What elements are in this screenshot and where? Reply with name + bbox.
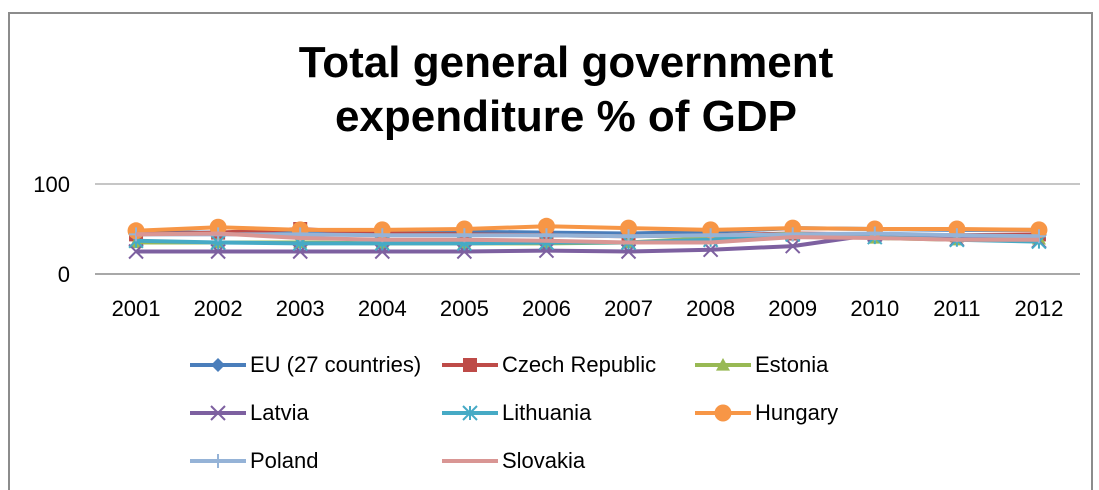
data-point-hungary [209, 218, 227, 236]
series-line-hungary [135, 224, 1039, 233]
legend-swatch-marker-shape [463, 358, 477, 372]
x-tick-label: 2012 [1014, 296, 1063, 321]
legend-label: Czech Republic [502, 352, 657, 377]
x-tick-label: 2004 [358, 296, 407, 321]
data-point-latvia-shape [128, 243, 144, 260]
legend-swatch [190, 405, 246, 421]
data-point-poland-shape [703, 228, 718, 243]
data-point-hungary [620, 219, 638, 237]
legend-swatch [695, 358, 751, 371]
legend-swatch [442, 405, 498, 421]
data-point-hungary [537, 217, 555, 235]
x-tick-label: 2009 [768, 296, 817, 321]
data-point-poland [1031, 229, 1046, 244]
legend-swatch [695, 404, 751, 422]
data-point-latvia [785, 238, 801, 254]
data-point-latvia [128, 243, 144, 260]
series-line-slovakia [136, 231, 1039, 245]
legend-label: Slovakia [502, 448, 586, 473]
legend-swatch-marker [716, 358, 730, 371]
x-tick-label: 2006 [522, 296, 571, 321]
legend-swatch-marker-shape [716, 358, 730, 371]
data-point-hungary-shape [537, 217, 555, 235]
legend-swatch [190, 358, 246, 372]
legend-swatch-marker [462, 405, 478, 421]
legend-swatch [442, 358, 498, 372]
legend-label: Hungary [755, 400, 839, 425]
data-point-poland-shape [1031, 229, 1046, 244]
legend-label: Latvia [250, 400, 309, 425]
x-tick-label: 2005 [440, 296, 489, 321]
data-point-hungary-shape [620, 219, 638, 237]
x-tick-label: 2008 [686, 296, 735, 321]
legend-swatch [190, 454, 246, 468]
x-tick-label: 2011 [933, 296, 980, 321]
data-point-poland [703, 228, 718, 243]
legend-swatch-marker [714, 404, 732, 422]
x-tick-label: 2002 [194, 296, 243, 321]
legend-swatch-marker-shape [210, 405, 226, 421]
legend-label: Lithuania [502, 400, 592, 425]
chart-title: Total general government expenditure % o… [0, 36, 1099, 144]
legend-swatch-marker-shape [211, 454, 225, 468]
x-tick-label: 2007 [604, 296, 653, 321]
data-point-hungary-shape [209, 218, 227, 236]
legend-swatch [442, 459, 498, 463]
legend-swatch-marker-shape [462, 405, 478, 421]
legend-label: EU (27 countries) [250, 352, 422, 377]
y-tick-label: 100 [33, 172, 70, 197]
chart-title-line-2: expenditure % of GDP [334, 92, 798, 141]
x-tick-label: 2010 [850, 296, 899, 321]
legend-swatch-marker-shape [714, 404, 732, 422]
legend-swatch-marker [211, 454, 225, 468]
chart-title-line-1: Total general government [298, 38, 834, 87]
legend-label: Poland [250, 448, 319, 473]
series-line-poland [136, 231, 1039, 239]
legend-swatch-marker [211, 358, 225, 372]
y-tick-label: 0 [58, 262, 70, 287]
legend-swatch-marker [463, 358, 477, 372]
legend-swatch-marker [210, 405, 226, 421]
legend-swatch-marker-shape [211, 358, 225, 372]
x-tick-label: 2003 [276, 296, 325, 321]
x-tick-label: 2001 [112, 296, 161, 321]
data-point-latvia-shape [785, 238, 801, 254]
legend-label: Estonia [755, 352, 829, 377]
